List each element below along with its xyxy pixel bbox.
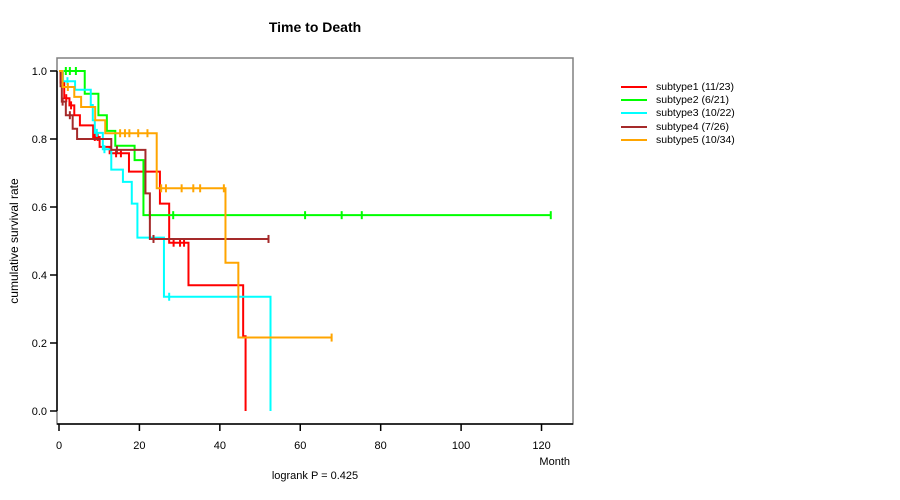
legend-line-subtype5 [621,139,647,142]
legend-line-subtype1 [621,85,647,88]
legend-item-subtype5: subtype5 (10/34) [621,134,735,147]
legend-label-subtype4: subtype4 (7/26) [656,120,729,133]
legend-line-subtype4 [621,125,647,128]
x-tick-label: 20 [133,440,145,452]
legend-label-subtype3: subtype3 (10/22) [656,107,735,120]
legend: subtype1 (11/23) subtype2 (6/21) subtype3 … [621,80,735,147]
legend-label-subtype2: subtype2 (6/21) [656,94,729,107]
legend-item-subtype2: subtype2 (6/21) [621,93,735,106]
y-tick-label: 0.2 [32,338,47,350]
legend-item-subtype1: subtype1 (11/23) [621,80,735,93]
survival-curve-subtype1 [59,70,247,411]
legend-line-subtype3 [621,112,647,115]
y-tick-label: 0.8 [32,134,47,146]
y-tick-label: 0.4 [32,270,47,282]
x-tick-label: 40 [214,440,226,452]
survival-curve-subtype2 [59,70,551,217]
x-tick-label: 120 [532,440,550,452]
x-axis-title: Month [539,456,570,468]
y-tick-label: 0.0 [32,406,47,418]
x-tick-label: 100 [452,440,470,452]
y-tick-label: 1.0 [32,66,47,78]
survival-curve-subtype4 [59,70,269,240]
legend-item-subtype4: subtype4 (7/26) [621,120,735,133]
x-tick-label: 80 [375,440,387,452]
y-axis-title: cumulative survival rate [7,178,21,304]
chart-title: Time to Death [268,19,362,35]
y-tick-label: 0.6 [32,202,47,214]
x-tick-label: 0 [56,440,62,452]
legend-item-subtype3: subtype3 (10/22) [621,107,735,120]
legend-line-subtype2 [621,99,647,102]
survival-curve-subtype3 [59,70,272,411]
legend-label-subtype5: subtype5 (10/34) [656,134,735,147]
survival-curve-subtype5 [59,70,332,339]
plot-border [56,57,574,425]
legend-label-subtype1: subtype1 (11/23) [656,80,735,93]
x-tick-label: 60 [294,440,306,452]
logrank-p-value: logrank P = 0.425 [271,470,359,482]
